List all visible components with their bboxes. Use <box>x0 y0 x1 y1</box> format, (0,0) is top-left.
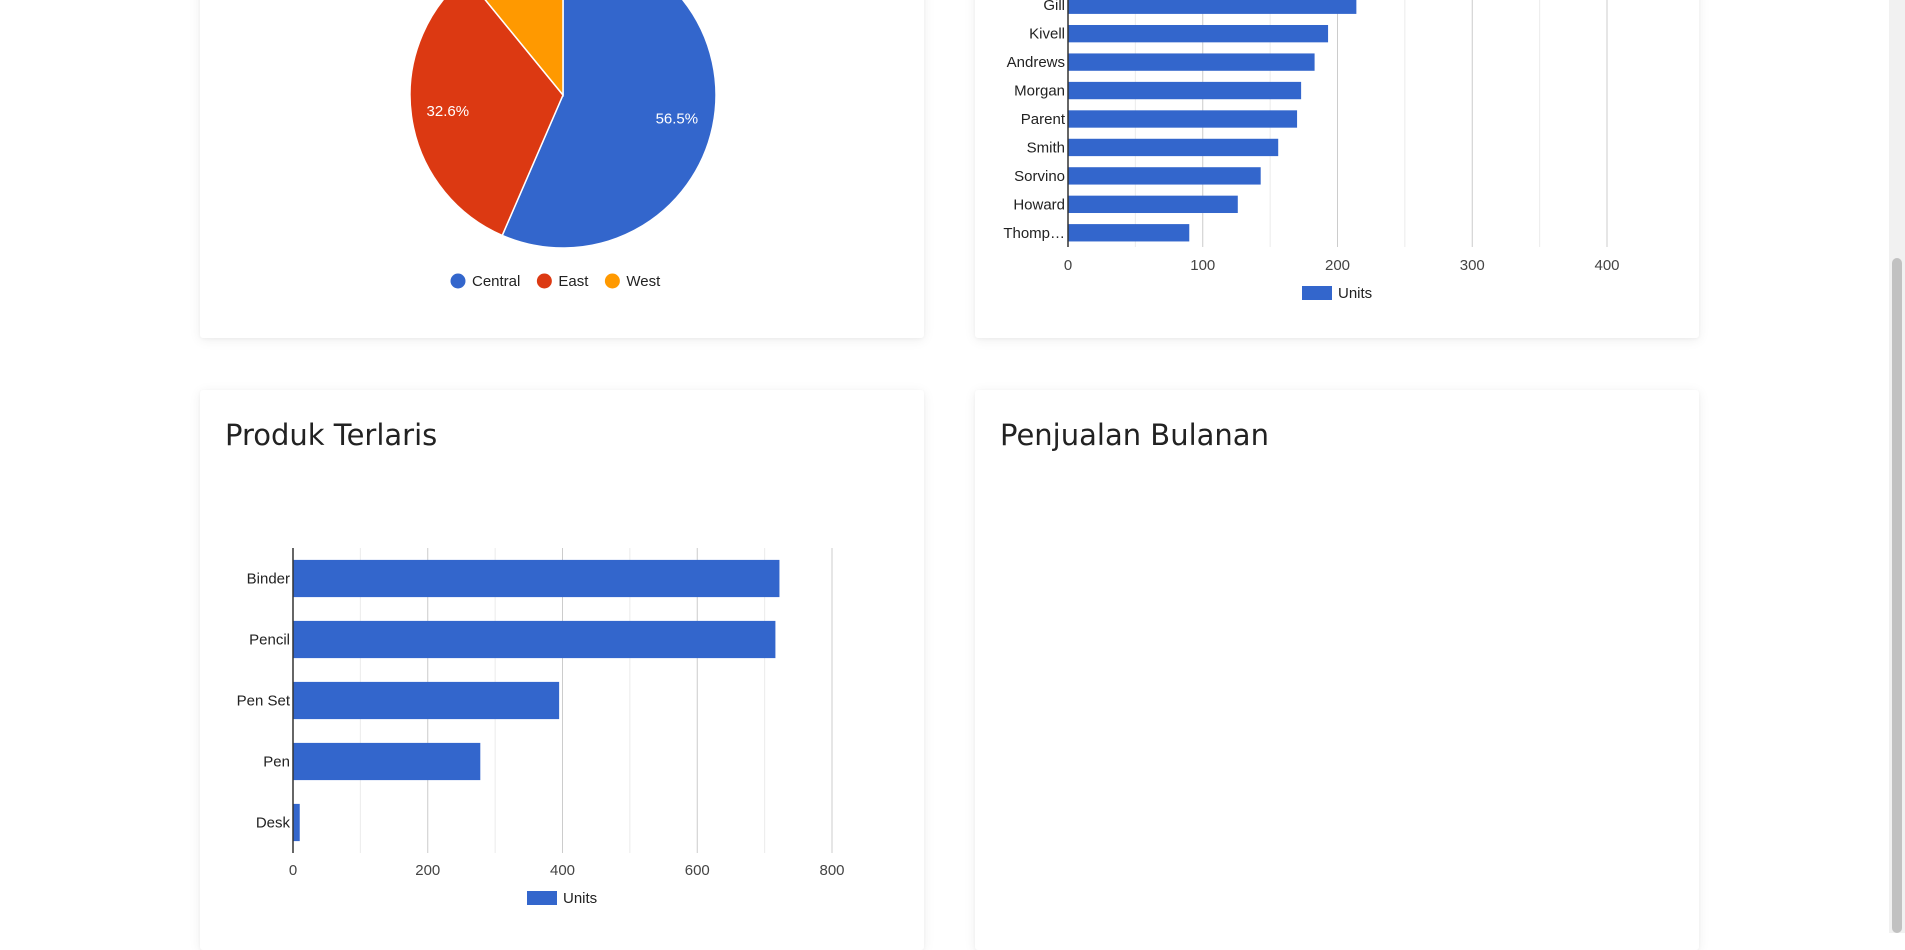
category-label: Desk <box>256 815 291 832</box>
bar-sorvino <box>1068 167 1261 185</box>
category-label: Pencil <box>249 632 290 649</box>
bar-kivell <box>1068 24 1329 43</box>
category-label: Sorvino <box>1014 168 1065 185</box>
legend-swatch-units <box>527 891 557 905</box>
bar-thomp <box>1068 224 1190 242</box>
legend-label: West <box>626 273 661 290</box>
category-label: Kivell <box>1029 26 1065 43</box>
bar-smith <box>1068 138 1279 157</box>
category-label: Binder <box>247 571 290 588</box>
pie-slice-central <box>501 0 717 249</box>
x-tick-label: 800 <box>819 862 844 879</box>
top-products-bar-chart: Binder Pencil Pen Set Pen Desk 0 200 400 600 800 U… <box>237 548 845 907</box>
category-label: Parent <box>1021 111 1066 128</box>
category-label: Gill <box>1043 0 1065 14</box>
pie-slice-label: 32.6% <box>427 103 470 120</box>
legend-marker-west <box>604 273 620 289</box>
top-products-title: Produk Terlaris <box>225 418 438 452</box>
sales-rep-bar-card: Gill Kivell Andrews Morgan Parent Smith Sorvin… <box>975 0 1699 338</box>
x-tick-label: 200 <box>415 862 440 879</box>
x-tick-label: 600 <box>685 862 710 879</box>
legend-label: Units <box>563 890 597 907</box>
category-label: Smith <box>1027 139 1065 156</box>
legend-label: Units <box>1338 285 1372 302</box>
legend-swatch-units <box>1302 286 1332 300</box>
x-tick-label: 400 <box>1594 257 1619 274</box>
region-pie-card: 56.5% 32.6% Central East West <box>200 0 924 338</box>
bar-howard <box>1068 195 1238 214</box>
pie-slice-label: 56.5% <box>656 111 699 128</box>
pie-slice-east <box>409 0 564 237</box>
bar-pen <box>293 742 481 781</box>
sales-rep-bar-chart: Gill Kivell Andrews Morgan Parent Smith Sorvin… <box>1003 0 1620 302</box>
x-tick-label: 200 <box>1325 257 1350 274</box>
bar-desk <box>293 803 300 842</box>
x-tick-label: 400 <box>550 862 575 879</box>
category-label: Pen <box>263 754 290 771</box>
category-label: Thomp… <box>1003 225 1065 242</box>
category-label: Howard <box>1013 196 1065 213</box>
monthly-sales-title: Penjualan Bulanan <box>1000 418 1269 452</box>
x-tick-label: 0 <box>1064 257 1072 274</box>
monthly-sales-card: Penjualan Bulanan <box>975 390 1699 950</box>
bar-morgan <box>1068 81 1302 100</box>
legend-label: Central <box>472 273 520 290</box>
x-tick-label: 300 <box>1460 257 1485 274</box>
x-tick-label: 0 <box>289 862 297 879</box>
bar-pen-set <box>293 681 560 720</box>
category-label: Morgan <box>1014 83 1065 100</box>
bar-gill <box>1068 0 1357 14</box>
category-label: Andrews <box>1007 54 1065 71</box>
x-tick-label: 100 <box>1190 257 1215 274</box>
bar-binder <box>293 559 780 598</box>
bar-parent <box>1068 110 1298 128</box>
category-label: Pen Set <box>237 693 291 710</box>
legend-marker-east <box>536 273 552 289</box>
scrollbar-thumb[interactable] <box>1892 258 1902 933</box>
region-pie-chart: 56.5% 32.6% Central East West <box>409 0 717 290</box>
legend-label: East <box>558 273 589 290</box>
bar-andrews <box>1068 53 1315 71</box>
bar-pencil <box>293 620 776 659</box>
legend-marker-central <box>450 273 466 289</box>
page-scrollbar[interactable] <box>1889 0 1905 933</box>
top-products-card: Produk Terlaris Binder Pencil Pen Set Pen De… <box>200 390 924 950</box>
pie-slice-west <box>484 0 564 98</box>
